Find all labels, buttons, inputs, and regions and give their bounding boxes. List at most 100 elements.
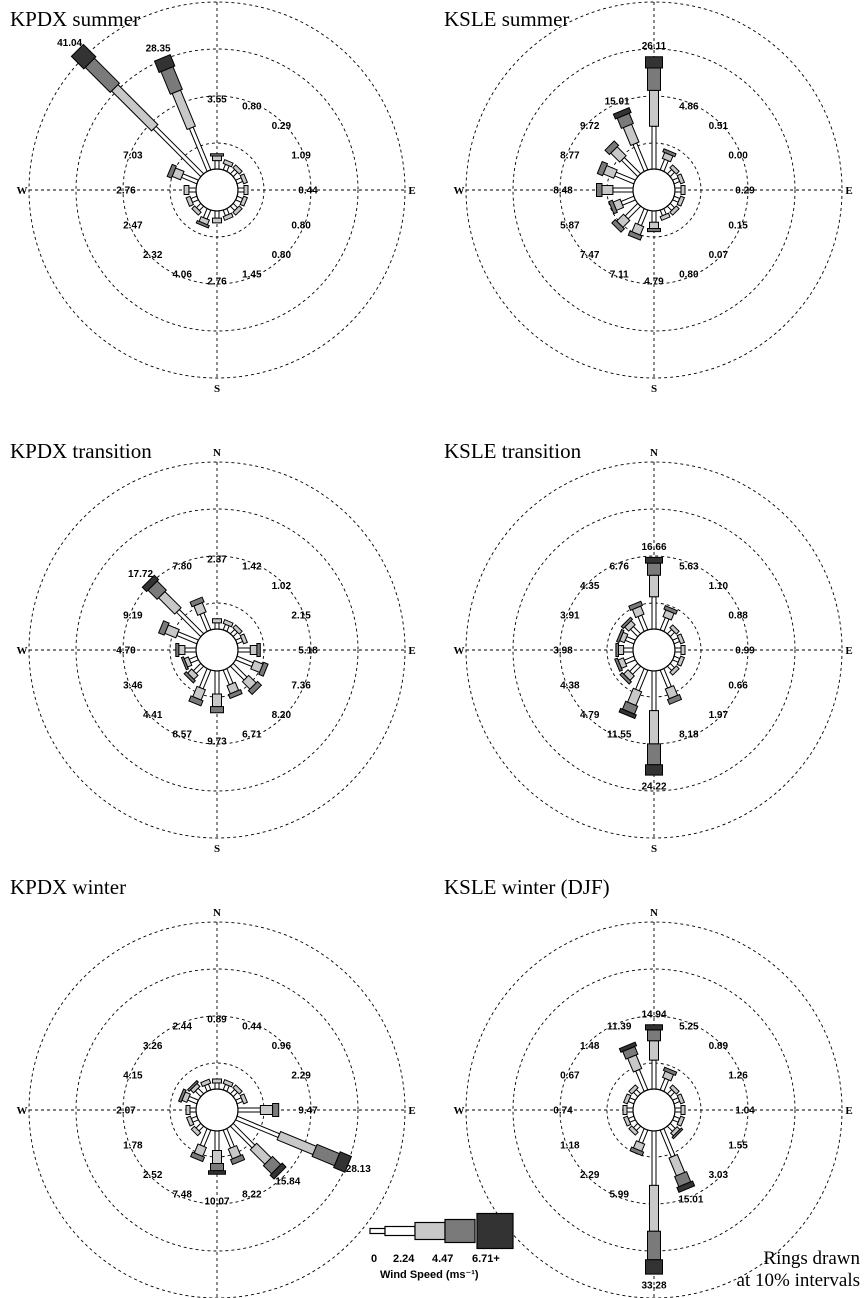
compass-e: E	[845, 1105, 852, 1117]
petal-45deg-bin-1	[232, 624, 243, 635]
percent-label-112.5deg: 1.55	[728, 1140, 748, 1151]
petal-337.5deg-bin-0	[632, 142, 649, 173]
percent-label-0deg: 16.66	[641, 542, 666, 553]
panel-title: KPDX winter	[10, 875, 126, 899]
compass-e: E	[845, 185, 852, 197]
petal-135deg-bin-0	[229, 1122, 256, 1149]
percent-label-112.5deg: 28.13	[346, 1164, 371, 1175]
petal-225deg-bin-0	[624, 202, 642, 220]
percent-label-202.5deg: 4.06	[172, 270, 192, 281]
percent-label-180deg: 33.28	[641, 1281, 666, 1292]
percent-label-247.5deg: 1.78	[123, 1140, 143, 1151]
percent-label-112.5deg: 0.80	[291, 220, 311, 231]
petal-225deg-bin-2	[611, 218, 626, 233]
petal-135deg-bin-2	[671, 1127, 684, 1140]
percent-label-67.5deg: 2.15	[291, 611, 311, 622]
percent-label-270deg: 2.76	[116, 186, 136, 197]
percent-label-270deg: 0.74	[553, 1106, 573, 1117]
ring-note-line-2: at 10% intervals	[737, 1270, 860, 1291]
percent-label-337.5deg: 15.01	[605, 96, 630, 107]
petal-135deg-bin-3	[269, 1162, 287, 1180]
percent-label-0deg: 3.55	[207, 95, 227, 106]
percent-label-180deg: 24.22	[641, 782, 666, 793]
petal-247.5deg-bin-2	[180, 656, 190, 671]
percent-label-135deg: 8.20	[272, 710, 292, 721]
ring-30-percent	[512, 48, 796, 332]
legend-title: Wind Speed (ms⁻¹)	[380, 1269, 479, 1281]
percent-label-67.5deg: 1.09	[291, 151, 311, 162]
petal-180deg-bin-3	[645, 1259, 663, 1275]
petal-0deg-bin-1	[212, 155, 222, 162]
petal-337.5deg-bin-3	[612, 107, 632, 120]
percent-label-67.5deg: 2.29	[291, 1071, 311, 1082]
percent-label-67.5deg: 1.26	[728, 1071, 748, 1082]
petals	[70, 43, 249, 229]
petal-315deg-bin-0	[620, 156, 642, 178]
percent-label-247.5deg: 2.47	[123, 220, 143, 231]
compass-n: N	[650, 907, 658, 919]
ring-30-percent	[512, 968, 796, 1252]
percent-label-337.5deg: 6.76	[609, 561, 629, 572]
petal-292.5deg-bin-2	[596, 160, 609, 177]
petals	[614, 556, 686, 776]
petal-157.5deg-bin-3	[676, 1180, 696, 1193]
petal-180deg-bin-1	[649, 221, 659, 229]
petal-0deg-bin-3	[645, 1024, 663, 1031]
percent-label-135deg: 15.84	[275, 1176, 300, 1187]
petal-135deg-bin-2	[247, 680, 263, 696]
petal-0deg-bin-0	[214, 622, 220, 630]
petal-157.5deg-bin-0	[222, 667, 234, 686]
calm-circle	[632, 1088, 676, 1132]
compass-w: W	[454, 185, 465, 197]
panel-title: KPDX summer	[10, 7, 140, 31]
petal-270deg-bin-2	[615, 643, 619, 657]
compass-s: S	[214, 843, 220, 855]
petal-0deg-bin-3	[645, 56, 663, 69]
calm-circle	[632, 628, 676, 672]
panel-title: KPDX transition	[10, 439, 152, 463]
petal-247.5deg-bin-1	[185, 195, 195, 207]
legend-bars	[369, 1212, 514, 1250]
petal-135deg-bin-1	[232, 205, 243, 216]
percent-label-180deg: 9.73	[207, 737, 227, 748]
petal-270deg-bin-2	[596, 183, 603, 197]
percent-label-135deg: 0.80	[272, 250, 292, 261]
petal-90deg-bin-1	[680, 1105, 686, 1115]
petal-157.5deg-bin-2	[227, 688, 243, 700]
percent-label-180deg: 4.79	[644, 277, 664, 288]
petal-337.5deg-bin-0	[637, 614, 649, 633]
percent-label-45deg: 1.02	[272, 581, 292, 592]
petal-112.5deg-bin-1	[676, 1115, 686, 1127]
petal-22.5deg-bin-2	[663, 605, 678, 615]
percent-label-247.5deg: 4.38	[560, 680, 580, 691]
petal-270deg-bin-1	[183, 185, 190, 195]
compass-n: N	[213, 447, 221, 459]
petal-247.5deg-bin-2	[608, 199, 618, 215]
petal-0deg-bin-0	[214, 1082, 220, 1090]
petal-0deg-bin-1	[212, 618, 222, 624]
petal-0deg-bin-1	[649, 574, 659, 598]
petal-22.5deg-bin-0	[659, 616, 670, 633]
petal-180deg-bin-1	[212, 217, 222, 224]
petal-157.5deg-bin-1	[659, 212, 671, 222]
petal-0deg-bin-3	[645, 556, 663, 564]
compass-s: S	[651, 383, 657, 395]
petals	[177, 1078, 353, 1180]
petal-247.5deg-bin-1	[185, 1115, 195, 1127]
petal-90deg-bin-0	[237, 187, 245, 193]
percent-label-135deg: 0.07	[709, 250, 729, 261]
petal-202.5deg-bin-2	[188, 695, 204, 707]
petal-157.5deg-bin-2	[666, 693, 683, 706]
petal-315deg-bin-3	[70, 43, 97, 70]
legend-bar-2	[444, 1218, 476, 1244]
compass-e: E	[845, 645, 852, 657]
petal-67.5deg-bin-1	[676, 173, 686, 185]
petal-202.5deg-bin-0	[634, 667, 649, 692]
percent-label-0deg: 2.37	[207, 555, 227, 566]
panel-title: KSLE transition	[444, 439, 582, 463]
petal-112.5deg-bin-1	[676, 655, 686, 667]
percent-label-337.5deg: 28.35	[146, 43, 171, 54]
petal-67.5deg-bin-1	[239, 1093, 249, 1105]
petal-270deg-bin-0	[626, 1107, 634, 1113]
percent-label-45deg: 0.96	[272, 1041, 292, 1052]
